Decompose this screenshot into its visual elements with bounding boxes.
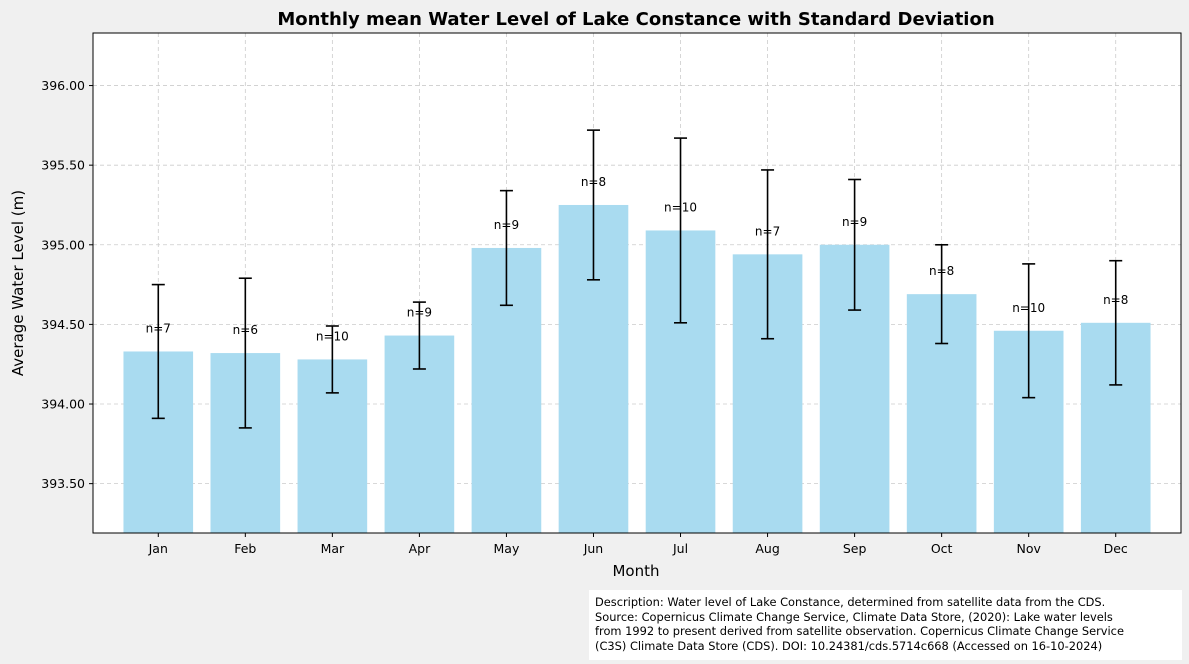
error-bars bbox=[151, 129, 1123, 429]
count-label: n=8 bbox=[1103, 293, 1128, 307]
x-tick-label: Oct bbox=[931, 541, 953, 556]
y-tick-label: 395.00 bbox=[41, 237, 85, 252]
count-label: n=7 bbox=[755, 224, 780, 238]
count-label: n=6 bbox=[233, 323, 258, 337]
x-tick-label: Jan bbox=[148, 541, 168, 556]
y-tick-label: 393.50 bbox=[41, 476, 85, 491]
count-label: n=7 bbox=[146, 321, 171, 335]
x-tick-label: Jul bbox=[672, 541, 688, 556]
count-label: n=10 bbox=[1012, 301, 1045, 315]
y-tick-label: 394.50 bbox=[41, 317, 85, 332]
count-label: n=10 bbox=[664, 200, 697, 214]
count-label: n=8 bbox=[929, 264, 954, 278]
x-axis-ticks: Jan Feb Mar Apr May Jun Jul Aug Sep Oct Nov Dec bbox=[148, 533, 1128, 556]
plot-frame bbox=[92, 32, 1182, 534]
count-label: n=9 bbox=[494, 218, 519, 232]
x-tick-label: May bbox=[494, 541, 520, 556]
x-tick-label: Sep bbox=[843, 541, 867, 556]
x-tick-label: Aug bbox=[755, 541, 779, 556]
description-box: Description: Water level of Lake Constan… bbox=[589, 590, 1182, 660]
chart-title: Monthly mean Water Level of Lake Constan… bbox=[277, 9, 994, 30]
count-label: n=8 bbox=[581, 175, 606, 189]
x-tick-label: Nov bbox=[1016, 541, 1041, 556]
x-tick-label: Feb bbox=[234, 541, 256, 556]
y-axis-ticks: 393.50 394.00 394.50 395.00 395.50 396.00 bbox=[41, 78, 93, 491]
bars bbox=[123, 204, 1151, 534]
y-tick-label: 394.00 bbox=[41, 397, 85, 412]
y-tick-label: 395.50 bbox=[41, 158, 85, 173]
x-axis-label: Month bbox=[612, 562, 659, 580]
count-label: n=9 bbox=[407, 306, 432, 320]
x-tick-label: Dec bbox=[1104, 541, 1128, 556]
count-labels: n=7 n=6 n=10 n=9 n=9 n=8 n=10 n=7 n=9 n=8 n=10 n=8 bbox=[146, 175, 1129, 343]
count-label: n=9 bbox=[842, 215, 867, 229]
y-axis-label: Average Water Level (m) bbox=[9, 190, 27, 376]
y-tick-label: 396.00 bbox=[41, 78, 85, 93]
x-tick-label: Mar bbox=[321, 541, 345, 556]
count-label: n=10 bbox=[316, 329, 349, 343]
x-tick-label: Apr bbox=[409, 541, 431, 556]
x-tick-label: Jun bbox=[583, 541, 604, 556]
